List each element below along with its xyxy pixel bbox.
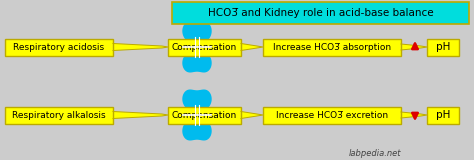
Polygon shape xyxy=(241,112,263,119)
Text: HCO3̅ and Kidney role in acid-base balance: HCO3̅ and Kidney role in acid-base balan… xyxy=(208,8,433,18)
FancyBboxPatch shape xyxy=(263,39,401,56)
FancyBboxPatch shape xyxy=(5,107,113,124)
Polygon shape xyxy=(401,112,427,118)
FancyBboxPatch shape xyxy=(263,107,401,124)
Text: labpedia.net: labpedia.net xyxy=(349,148,401,157)
FancyBboxPatch shape xyxy=(427,39,459,56)
Text: Increase HCO3̅ excretion: Increase HCO3̅ excretion xyxy=(276,111,388,120)
Polygon shape xyxy=(113,44,168,51)
FancyBboxPatch shape xyxy=(5,39,113,56)
Polygon shape xyxy=(241,44,263,51)
Polygon shape xyxy=(194,35,200,59)
Text: Respiratory alkalosis: Respiratory alkalosis xyxy=(12,111,106,120)
Polygon shape xyxy=(183,50,211,72)
Text: pH: pH xyxy=(436,110,450,120)
Polygon shape xyxy=(183,22,211,44)
Text: Increase HCO3̅ absorption: Increase HCO3̅ absorption xyxy=(273,43,391,52)
Text: Compensation: Compensation xyxy=(172,43,237,52)
FancyBboxPatch shape xyxy=(427,107,459,124)
Polygon shape xyxy=(401,44,427,50)
Polygon shape xyxy=(113,112,168,119)
FancyBboxPatch shape xyxy=(168,107,241,124)
Polygon shape xyxy=(183,118,211,140)
Text: Respiratory acidosis: Respiratory acidosis xyxy=(13,43,105,52)
FancyBboxPatch shape xyxy=(172,2,469,24)
Polygon shape xyxy=(194,103,200,127)
FancyBboxPatch shape xyxy=(168,39,241,56)
Text: Compensation: Compensation xyxy=(172,111,237,120)
Text: pH: pH xyxy=(436,42,450,52)
Polygon shape xyxy=(183,90,211,112)
